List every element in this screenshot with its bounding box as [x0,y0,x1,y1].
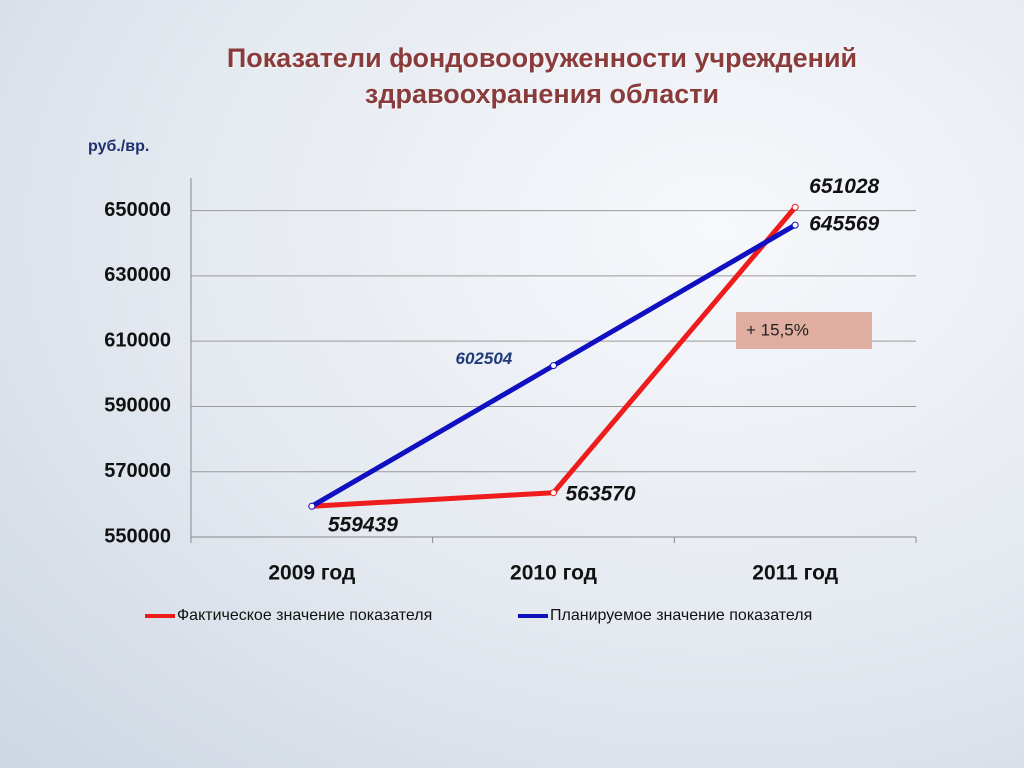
legend-label: Фактическое значение показателя [177,607,432,624]
x-tick-label: 2011 год [752,562,838,585]
y-tick-label: 590000 [104,395,171,417]
point [791,203,799,211]
point [550,362,557,370]
value-label: 602504 [456,349,513,368]
y-tick-label: 550000 [104,525,171,547]
y-tick-label: 570000 [104,460,171,482]
x-tick-label: 2009 год [268,562,355,585]
value-label: 651028 [809,175,879,198]
value-label: 563570 [566,482,636,505]
legend-label: Планируемое значение показателя [550,607,812,624]
value-label: 645569 [809,213,879,236]
y-axis-label: руб./вр. [88,138,149,155]
point [791,221,799,229]
x-tick-label: 2010 год [510,562,597,585]
point [550,489,557,497]
point [308,502,316,510]
y-tick-label: 650000 [104,199,171,221]
chart-title: Показатели фондовооруженности учреждений… [226,43,858,109]
value-label: 559439 [328,514,398,537]
annotation-box [736,312,872,349]
annotation: + 15,5% [746,320,809,339]
y-tick-label: 610000 [104,329,171,351]
y-tick-label: 630000 [104,264,171,286]
